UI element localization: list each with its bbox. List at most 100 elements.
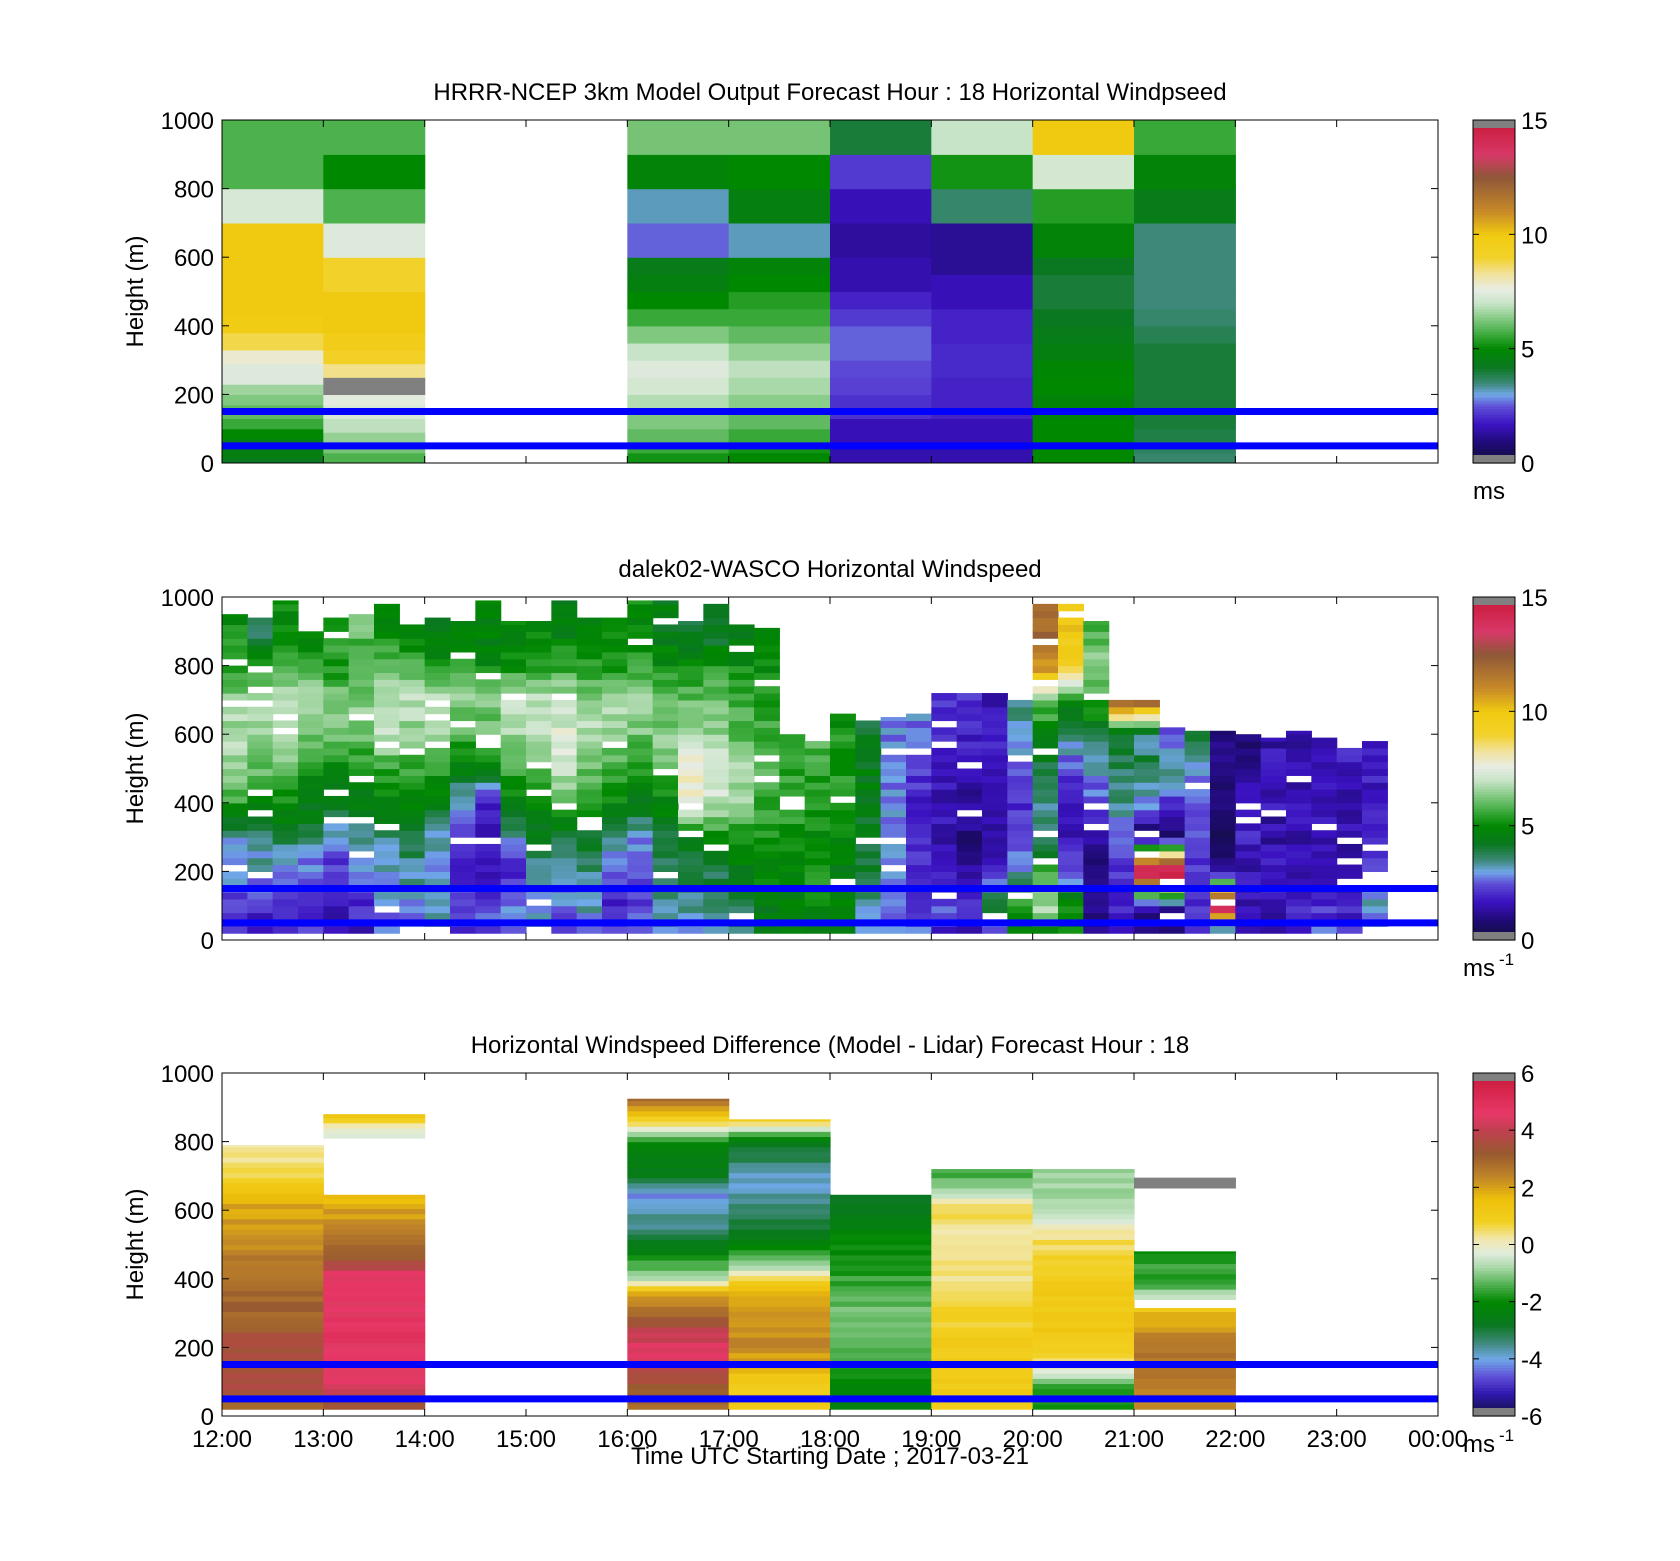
heatmap-cell [627,1378,730,1385]
heatmap-cell [830,1208,932,1215]
heatmap-cell [399,699,426,708]
heatmap-cell [222,281,324,317]
heatmap-cell [247,747,274,756]
heatmap-cell [627,1208,730,1215]
heatmap-cell [1083,741,1110,749]
colorbar-swatch [1473,928,1515,933]
heatmap-cell [323,120,426,155]
colorbar-swatch [1473,1161,1515,1166]
heatmap-cell [1184,802,1211,811]
heatmap-cell [779,891,806,900]
heatmap-cell [779,837,806,845]
heatmap-cell [855,734,882,742]
heatmap-cell [602,727,628,735]
heatmap-cell [222,1285,324,1292]
heatmap-cell [627,1223,730,1230]
heatmap-cell [222,809,248,818]
heatmap-cell [728,672,755,680]
heatmap-cell [399,891,426,900]
y-tick-label: 1000 [161,585,214,612]
heatmap-cell [1311,837,1338,845]
heatmap-cell [1311,871,1338,879]
heatmap-cell [830,1316,932,1323]
heatmap-cell [1083,830,1110,838]
heatmap-cell [1134,905,1160,914]
heatmap-cell [728,452,831,463]
heatmap-cell [1058,843,1084,852]
heatmap-cell [272,603,299,612]
heatmap-cell [298,850,324,859]
heatmap-cell [348,898,375,907]
heatmap-cell [931,1213,1034,1220]
heatmap-cell [728,1146,831,1153]
heatmap-cell [652,795,679,804]
heatmap-cell [1235,898,1262,907]
colorbar-swatch [1473,908,1515,913]
heatmap-cell [1235,741,1262,749]
heatmap-cell [728,1388,831,1395]
colorbar-swatch [1473,799,1515,804]
heatmap-cell [576,741,603,749]
heatmap-cell [830,1213,932,1220]
heatmap-cell [1286,741,1312,749]
heatmap-cell [475,782,502,790]
heatmap-cell [1210,864,1236,872]
heatmap-cell [956,926,983,934]
heatmap-cell [1108,871,1135,879]
heatmap-cell [754,727,780,735]
heatmap-cell [500,672,527,680]
heatmap-cell [728,1187,831,1194]
heatmap-cell [728,1326,831,1333]
heatmap-cell [855,727,882,735]
heatmap-cell [1286,830,1312,838]
heatmap-cell [1184,768,1211,776]
heatmap-cell [956,734,983,742]
colorbar-swatch [1473,205,1515,210]
heatmap-cell [222,843,248,852]
heatmap-cell [1134,120,1236,155]
heatmap-cell [627,1187,730,1194]
heatmap-cell [652,624,679,632]
heatmap-cell [728,926,755,934]
heatmap-cell [399,679,426,687]
heatmap-cell [627,1172,730,1179]
heatmap-cell [1134,308,1236,327]
heatmap-cell [703,891,730,900]
colorbar-swatch [1473,257,1515,261]
colorbar-swatch [1473,1235,1515,1240]
heatmap-cell [754,912,780,921]
heatmap-cell [855,823,882,831]
heatmap-cell [1134,843,1160,852]
heatmap-cell [551,775,578,783]
heatmap-cell [323,1229,426,1235]
heatmap-cell [1311,768,1338,776]
heatmap-cell [779,830,806,838]
colorbar-swatch [1473,162,1515,167]
heatmap-cell [754,809,780,818]
heatmap-cell [222,1145,324,1148]
colorbar-swatch [1473,782,1515,787]
heatmap-cell [728,782,755,790]
heatmap-cell [1210,768,1236,776]
heatmap-cell [323,1234,426,1240]
heatmap-cell [450,621,476,626]
heatmap-cell [323,1117,426,1124]
heatmap-cell [1134,1258,1236,1264]
heatmap-cell [1007,816,1034,824]
heatmap-cell [1362,795,1388,804]
colorbar-swatch [1473,1398,1515,1403]
heatmap-cell [627,1357,730,1364]
heatmap-cell [526,816,552,824]
heatmap-cell [1032,1357,1135,1364]
heatmap-cell [728,747,755,756]
colorbar-swatch [1473,788,1515,792]
heatmap-cell [551,864,578,872]
heatmap-cell [678,624,704,632]
colorbar-swatch [1473,905,1515,910]
heatmap-cell [298,871,324,879]
heatmap-cell [424,802,451,811]
heatmap-cell [728,864,755,872]
heatmap-cell [1032,1316,1135,1323]
heatmap-cell [728,1259,831,1266]
heatmap-cell [1260,816,1287,824]
